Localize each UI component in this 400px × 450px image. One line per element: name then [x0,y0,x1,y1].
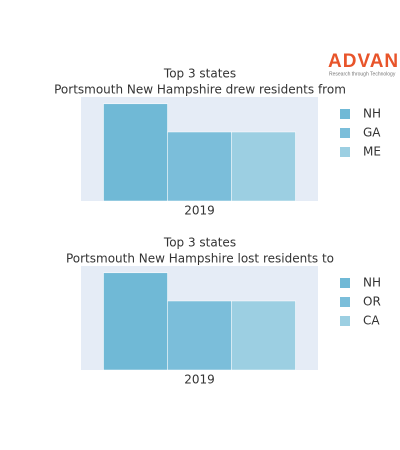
chart-subtitle: Portsmouth New Hampshire drew residents … [54,83,346,97]
legend-swatch [340,147,350,157]
bar [167,300,232,371]
x-tick-label: 2019 [184,373,215,387]
legend-label: NH [363,276,381,290]
legend-swatch [340,109,350,119]
x-tick-label: 2019 [184,204,215,218]
legend-label: OR [363,295,381,309]
legend-swatch [340,297,350,307]
chart-title: Top 3 states [163,236,236,250]
legend-label: ME [363,145,381,159]
chart-subtitle: Portsmouth New Hampshire lost residents … [66,252,334,266]
chart-title: Top 3 states [163,67,236,81]
legend-swatch [340,278,350,288]
logo-tagline: Research through Technology [329,71,396,77]
legend-swatch [340,128,350,138]
logo: ADVAN [328,51,399,72]
bar [231,300,296,371]
legend-label: CA [363,314,380,328]
legend-label: GA [363,126,381,140]
bar [231,131,296,202]
legend-label: NH [363,107,381,121]
bar [167,131,232,202]
bar [103,103,168,202]
bar [103,272,168,371]
legend-swatch [340,316,350,326]
